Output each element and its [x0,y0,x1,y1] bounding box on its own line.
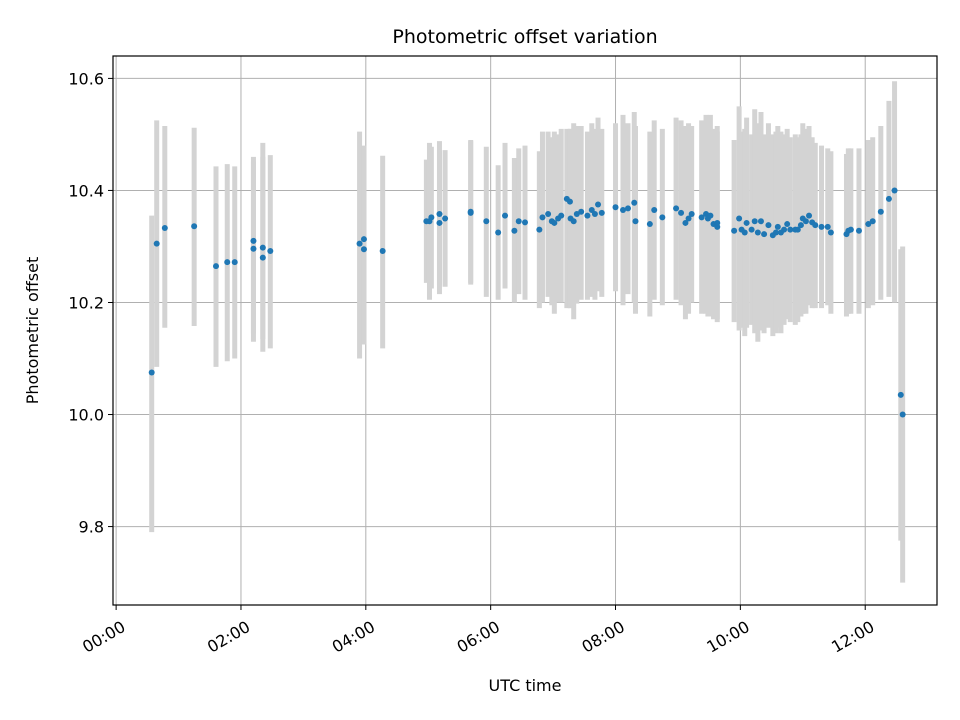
data-point [625,205,631,212]
data-point [748,226,755,233]
data-point [259,244,266,251]
data-point [698,214,705,221]
data-point [891,187,898,194]
data-point [436,210,443,217]
data-point [250,237,257,244]
data-point [899,411,906,418]
data-point [707,212,714,219]
data-point [161,224,168,231]
data-point [772,229,779,236]
data-point [620,207,627,214]
data-point [578,208,585,215]
data-point [502,212,509,219]
data-point [865,221,872,228]
data-point [356,240,363,247]
data-point [688,210,695,217]
data-point [682,219,689,226]
data-point [741,229,748,236]
data-point [511,227,518,234]
data-point [632,218,639,225]
data-point [797,222,804,229]
data-point [885,195,892,202]
data-point [536,226,543,233]
data-point [566,198,573,205]
data-point [250,245,257,252]
data-point [754,229,761,236]
data-point [743,219,750,226]
data-point [877,208,884,215]
data-point [558,212,565,219]
y-tick-label: 10.0 [68,406,104,425]
data-point [824,223,831,230]
data-point [436,219,443,226]
data-point [869,218,876,225]
data-point [646,221,653,228]
data-point [855,227,862,234]
data-point [360,246,367,253]
data-point [781,226,788,233]
data-point [539,214,546,221]
data-point [812,222,819,229]
data-point [806,212,813,219]
data-point [515,218,522,225]
data-point [591,210,598,217]
data-point [847,226,854,233]
data-point [360,236,367,243]
chart-title: Photometric offset variation [392,26,657,48]
data-point [736,215,743,222]
data-point [757,218,764,225]
data-point [897,391,904,398]
data-point [148,369,155,376]
y-tick-label: 10.4 [68,181,104,200]
data-point [584,212,591,219]
data-point [827,229,834,236]
y-axis-title: Photometric offset [23,257,42,405]
data-point [794,226,801,233]
data-point [259,254,266,261]
data-point [191,223,198,230]
data-point [612,204,619,211]
data-point [765,222,772,229]
y-tick-label: 10.6 [68,69,104,88]
plot-frame [112,55,938,606]
data-point [818,223,825,230]
data-point [761,231,768,238]
data-point [483,218,490,225]
x-axis-title: UTC time [489,676,562,695]
data-point [631,199,638,206]
y-tick-label: 10.2 [68,293,104,312]
data-point [467,208,474,215]
data-point [379,247,386,254]
y-tick-label: 9.8 [79,518,104,537]
data-point [673,205,680,212]
data-point [231,259,238,266]
data-point [714,223,721,230]
data-point [570,218,577,225]
data-point [784,221,791,228]
data-point [267,247,274,254]
data-point [213,263,219,270]
data-point [545,210,552,217]
data-point [731,227,738,234]
data-point [595,201,602,208]
data-point [685,215,692,222]
data-point [678,209,685,216]
data-point [751,218,758,225]
data-point [598,209,605,216]
data-point [153,240,160,247]
data-point [551,219,558,226]
data-point [651,207,658,214]
data-point [802,218,809,225]
data-point [659,214,666,221]
data-points [148,187,906,418]
data-point [428,214,435,221]
data-point [774,223,781,230]
data-point [787,226,794,233]
data-point [224,259,231,266]
data-point [495,229,502,236]
data-point [522,219,528,226]
data-point [442,215,449,222]
